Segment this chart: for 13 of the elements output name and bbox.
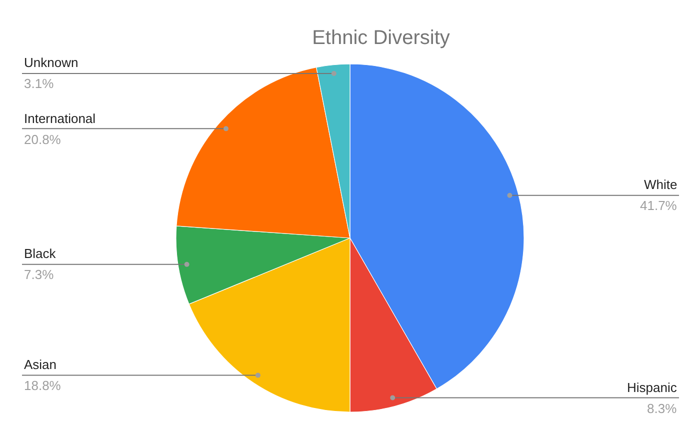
slice-label: Hispanic	[627, 380, 678, 395]
slice-label: Asian	[24, 357, 57, 372]
data-label: 20.8%	[24, 132, 62, 147]
data-label: 8.3%	[647, 401, 678, 416]
slice-label: Unknown	[24, 55, 78, 70]
slice-label: Black	[24, 246, 56, 261]
slice-label: White	[644, 177, 678, 192]
slice-label: International	[24, 111, 96, 126]
chart-title: Ethnic Diversity	[312, 27, 450, 49]
data-label: 41.7%	[640, 198, 678, 213]
data-label: 7.3%	[24, 267, 54, 282]
data-label: 18.8%	[24, 378, 62, 393]
data-label: 3.1%	[24, 76, 54, 91]
